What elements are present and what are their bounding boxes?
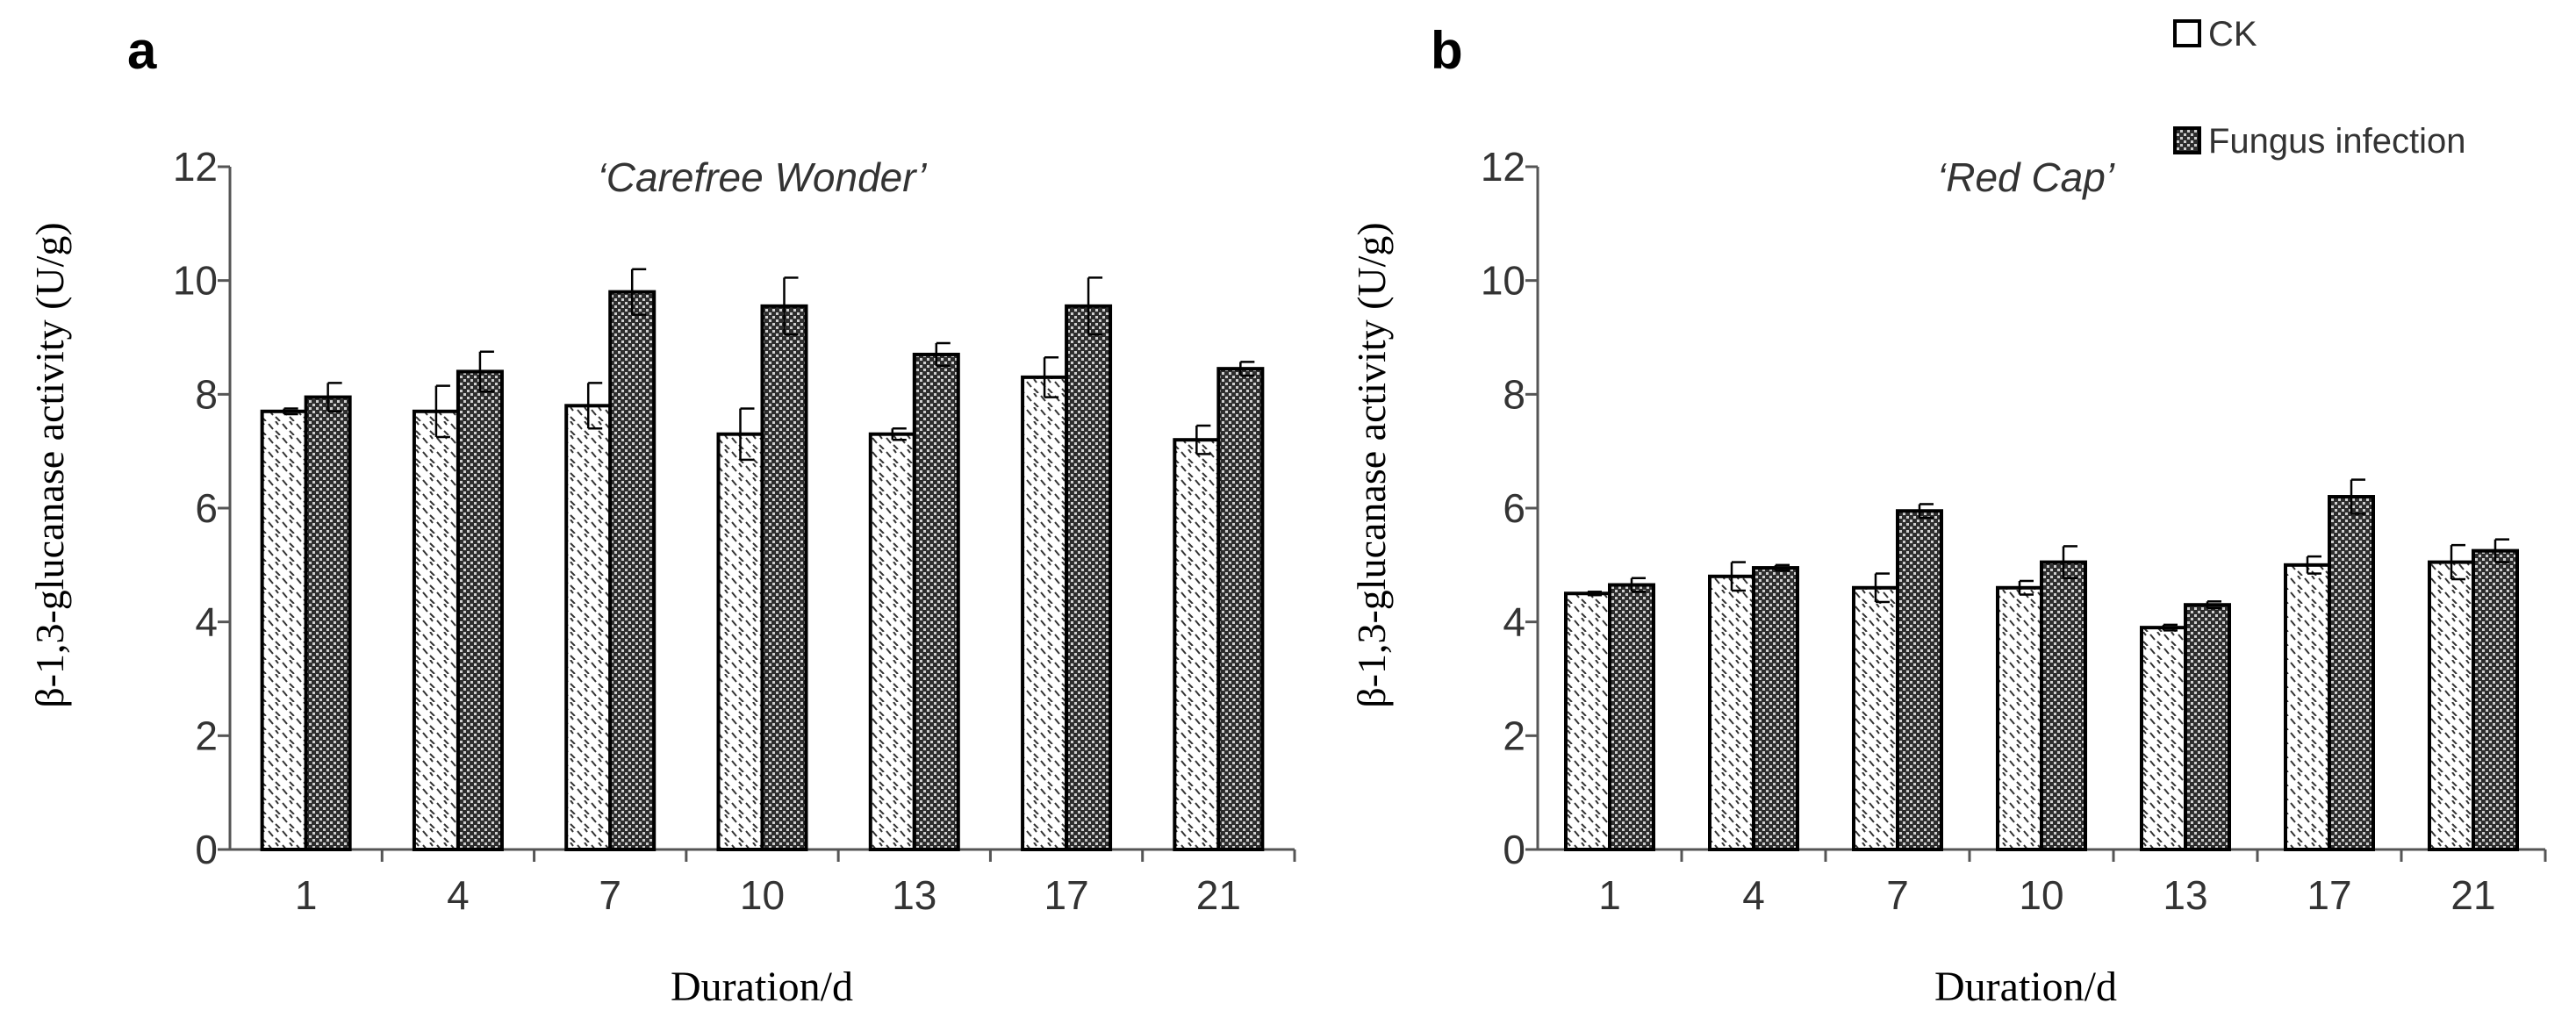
x-tick-label: 1 [1598, 872, 1621, 918]
bar-ck [564, 404, 613, 851]
legend-label-fungus: Fungus infection [2208, 122, 2466, 161]
panel-label: b [1431, 21, 1463, 80]
bar-ck [1708, 574, 1755, 851]
x-tick-label: 7 [599, 872, 621, 918]
y-tick-label: 6 [1503, 485, 1525, 531]
bar-ck [260, 409, 308, 851]
panel-b: b ‘Red Cap’ β-1,3-glucanase activity (U/… [1349, 21, 2547, 1010]
bar-fungus-infection [456, 369, 504, 851]
bar-ck [2428, 560, 2475, 851]
bar-fungus-infection [1896, 509, 1943, 851]
x-tick-label: 17 [1044, 872, 1088, 918]
bar-fungus-infection [1608, 583, 1655, 852]
bar-fungus-infection [2472, 548, 2519, 851]
y-axis-label: β-1,3-glucanase activity (U/g) [27, 222, 72, 707]
x-tick-label: 13 [2163, 872, 2207, 918]
bar-ck [412, 409, 460, 851]
chart-title: ‘Carefree Wonder’ [598, 154, 928, 200]
bar-fungus-infection [760, 304, 808, 851]
bar-ck [1852, 585, 1899, 851]
bar-ck [1564, 591, 1611, 851]
x-tick-label: 4 [1742, 872, 1765, 918]
legend-swatch-ck [2173, 19, 2201, 47]
x-tick-label: 21 [1196, 872, 1241, 918]
y-tick-label: 12 [1481, 144, 1525, 190]
legend: CK Fungus infection [2173, 15, 2466, 161]
bar-fungus-infection [2328, 495, 2375, 851]
bar-ck [868, 432, 916, 851]
bar-fungus-infection [2040, 560, 2087, 851]
x-tick-label: 21 [2450, 872, 2495, 918]
y-tick-label: 8 [1503, 371, 1525, 417]
bar-fungus-infection [608, 290, 657, 851]
x-tick-label: 1 [295, 872, 318, 918]
y-tick-label: 2 [1503, 713, 1525, 758]
x-tick-label: 13 [892, 872, 936, 918]
bar-fungus-infection [1752, 566, 1799, 851]
x-tick-label: 17 [2307, 872, 2351, 918]
y-tick-label: 6 [195, 485, 218, 531]
y-tick-label: 4 [1503, 599, 1525, 645]
bar-fungus-infection [2184, 603, 2231, 851]
y-tick-label: 10 [1481, 258, 1525, 304]
bar-fungus-infection [912, 352, 960, 851]
y-axis-label: β-1,3-glucanase activity (U/g) [1349, 222, 1394, 707]
y-tick-label: 12 [173, 144, 218, 190]
y-tick-label: 10 [173, 258, 218, 304]
x-tick-label: 7 [1886, 872, 1909, 918]
bar-fungus-infection [1216, 367, 1265, 851]
legend-label-ck: CK [2208, 15, 2257, 54]
x-axis-label: Duration/d [671, 964, 853, 1010]
y-tick-label: 8 [195, 371, 218, 417]
bar-fungus-infection [304, 395, 352, 851]
x-tick-label: 4 [447, 872, 470, 918]
y-tick-label: 0 [1503, 827, 1525, 872]
x-tick-label: 10 [740, 872, 785, 918]
bar-fungus-infection [1065, 304, 1113, 851]
x-tick-label: 10 [2019, 872, 2063, 918]
panel-label: a [127, 21, 157, 80]
y-tick-label: 4 [195, 599, 218, 645]
bar-ck [716, 432, 764, 851]
bar-ck [1021, 375, 1069, 851]
y-tick-label: 2 [195, 713, 218, 758]
bar-ck [2140, 626, 2187, 852]
chart-title: ‘Red Cap’ [1937, 154, 2115, 200]
x-axis-label: Duration/d [1934, 964, 2117, 1010]
bar-ck [1173, 438, 1221, 851]
bar-ck [2284, 563, 2331, 851]
panel-a: a ‘Carefree Wonder’ β-1,3-glucanase acti… [27, 21, 1296, 1010]
y-tick-label: 0 [195, 827, 218, 872]
legend-swatch-fungus [2173, 126, 2201, 154]
bar-ck [1996, 585, 2043, 851]
